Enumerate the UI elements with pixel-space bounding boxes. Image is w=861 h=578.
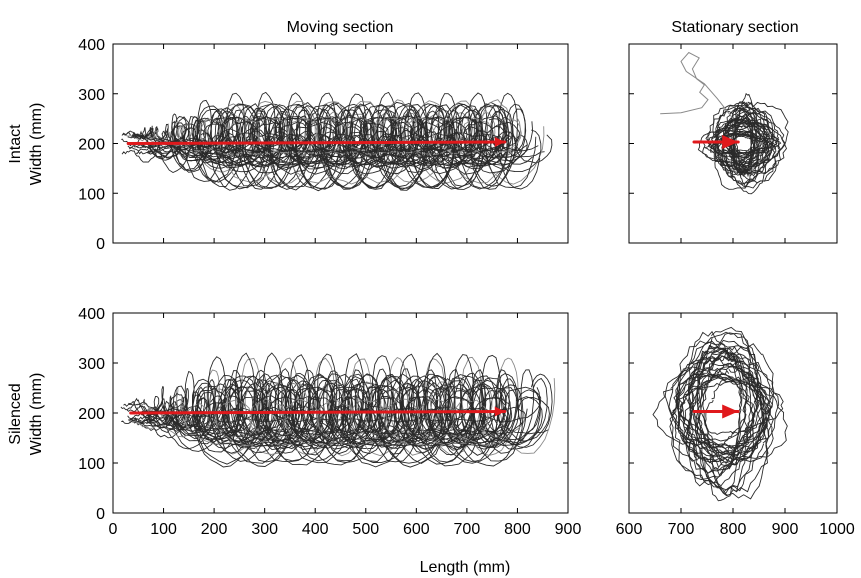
silenced-stationary-traces	[652, 326, 788, 502]
intact-stationary-trace	[722, 107, 760, 176]
intact-stationary-trace	[717, 108, 770, 168]
row-label-silenced-condition: Silenced	[7, 383, 24, 444]
silenced-moving-y-tick-label: 200	[78, 406, 105, 423]
silenced-moving-x-tick-label: 700	[454, 521, 481, 538]
intact-stationary-trace	[697, 118, 768, 175]
column-title-moving: Moving section	[287, 19, 394, 36]
silenced-moving-y-tick-label: 100	[78, 456, 105, 473]
intact-stationary-trace	[711, 101, 789, 189]
column-title-stationary: Stationary section	[671, 19, 798, 36]
intact-stationary-trace	[731, 117, 752, 175]
row-label-intact-condition: Intact	[7, 124, 24, 164]
silenced-moving-x-tick-label: 100	[150, 521, 177, 538]
silenced-moving-mean-trajectory	[129, 410, 507, 415]
silenced-stationary-trace	[702, 367, 752, 470]
silenced-stationary-x-tick-label: 700	[668, 521, 695, 538]
row-label-intact-ylabel: Width (mm)	[28, 103, 45, 186]
intact-moving-trace	[135, 103, 537, 191]
intact-stationary-trace	[714, 121, 774, 185]
intact-moving-y-tick-label: 0	[96, 236, 105, 253]
intact-stationary-traces	[660, 51, 789, 195]
intact-stationary-trace	[714, 105, 788, 190]
panel-intact-moving: 0 100 200 300 400	[78, 37, 569, 253]
silenced-moving-trace	[120, 373, 497, 442]
silenced-moving-x-tick-label: 400	[302, 521, 329, 538]
silenced-stationary-x-tick-label: 900	[772, 521, 799, 538]
silenced-moving-trace	[126, 377, 548, 444]
silenced-moving-x-tick-label: 500	[352, 521, 379, 538]
intact-stationary-trace	[720, 134, 782, 155]
intact-stationary-excursion-trace	[660, 51, 734, 119]
intact-moving-trace	[122, 108, 526, 159]
silenced-stationary-trace	[697, 363, 742, 462]
intact-moving-trace	[147, 129, 542, 175]
silenced-stationary-trace	[683, 373, 755, 450]
silenced-moving-x-tick-label: 200	[201, 521, 228, 538]
intact-moving-trace	[124, 117, 522, 156]
intact-stationary-trace	[711, 121, 774, 168]
intact-stationary-trace	[714, 104, 786, 173]
silenced-stationary-trace	[671, 343, 775, 500]
panels: 0 100 200 300 400 0 100 200 300 400 500 600 700 800 90…	[78, 37, 855, 538]
silenced-stationary-x-tick-label: 800	[720, 521, 747, 538]
silenced-moving-mean-arrowhead	[494, 406, 505, 417]
panel-silenced-moving: 0 100 200 300 400 500 600 700 800 900 0 100 200 300 40…	[78, 306, 581, 538]
row-label-silenced-ylabel: Width (mm)	[28, 373, 45, 456]
silenced-moving-y-tick-label: 300	[78, 356, 105, 373]
intact-moving-y-tick-label: 100	[78, 186, 105, 203]
silenced-stationary-trace	[697, 349, 743, 476]
intact-stationary-mean-arrowhead	[722, 135, 739, 150]
silenced-stationary-trace	[695, 367, 748, 450]
silenced-moving-trace	[132, 379, 505, 465]
intact-moving-y-tick-label: 200	[78, 137, 105, 154]
intact-moving-mean-trajectory	[126, 140, 507, 145]
panel-intact-stationary	[628, 43, 838, 244]
intact-moving-mean-arrowhead	[494, 137, 505, 148]
silenced-stationary-trace	[685, 330, 763, 487]
silenced-stationary-trace	[696, 355, 771, 464]
silenced-moving-y-tick-label: 0	[96, 506, 105, 523]
x-axis-title: Length (mm)	[420, 559, 511, 576]
intact-stationary-trace	[733, 131, 756, 163]
silenced-stationary-x-tick-label: 600	[616, 521, 643, 538]
silenced-stationary-mean-arrowhead	[722, 404, 739, 419]
silenced-stationary-trace	[677, 355, 762, 456]
silenced-stationary-trace	[696, 349, 762, 469]
silenced-moving-traces	[120, 352, 556, 468]
silenced-moving-x-tick-label: 800	[504, 521, 531, 538]
panel-silenced-stationary: 600 700 800 900 1000	[616, 312, 855, 538]
silenced-stationary-trace	[672, 360, 774, 463]
silenced-moving-x-tick-label: 300	[251, 521, 278, 538]
intact-stationary-trace	[702, 121, 777, 166]
intact-moving-y-tick-label: 300	[78, 87, 105, 104]
intact-stationary-trace	[710, 111, 777, 184]
silenced-moving-x-tick-label: 900	[555, 521, 582, 538]
intact-moving-trace	[132, 121, 539, 153]
silenced-moving-y-tick-label: 400	[78, 306, 105, 323]
silenced-stationary-x-tick-label: 1000	[819, 521, 855, 538]
silenced-stationary-trace	[684, 375, 774, 453]
silenced-moving-x-tick-label: 0	[109, 521, 118, 538]
intact-moving-y-tick-label: 400	[78, 37, 105, 54]
silenced-moving-x-tick-label: 600	[403, 521, 430, 538]
intact-moving-trace	[127, 103, 527, 171]
silenced-stationary-trace	[669, 340, 771, 462]
